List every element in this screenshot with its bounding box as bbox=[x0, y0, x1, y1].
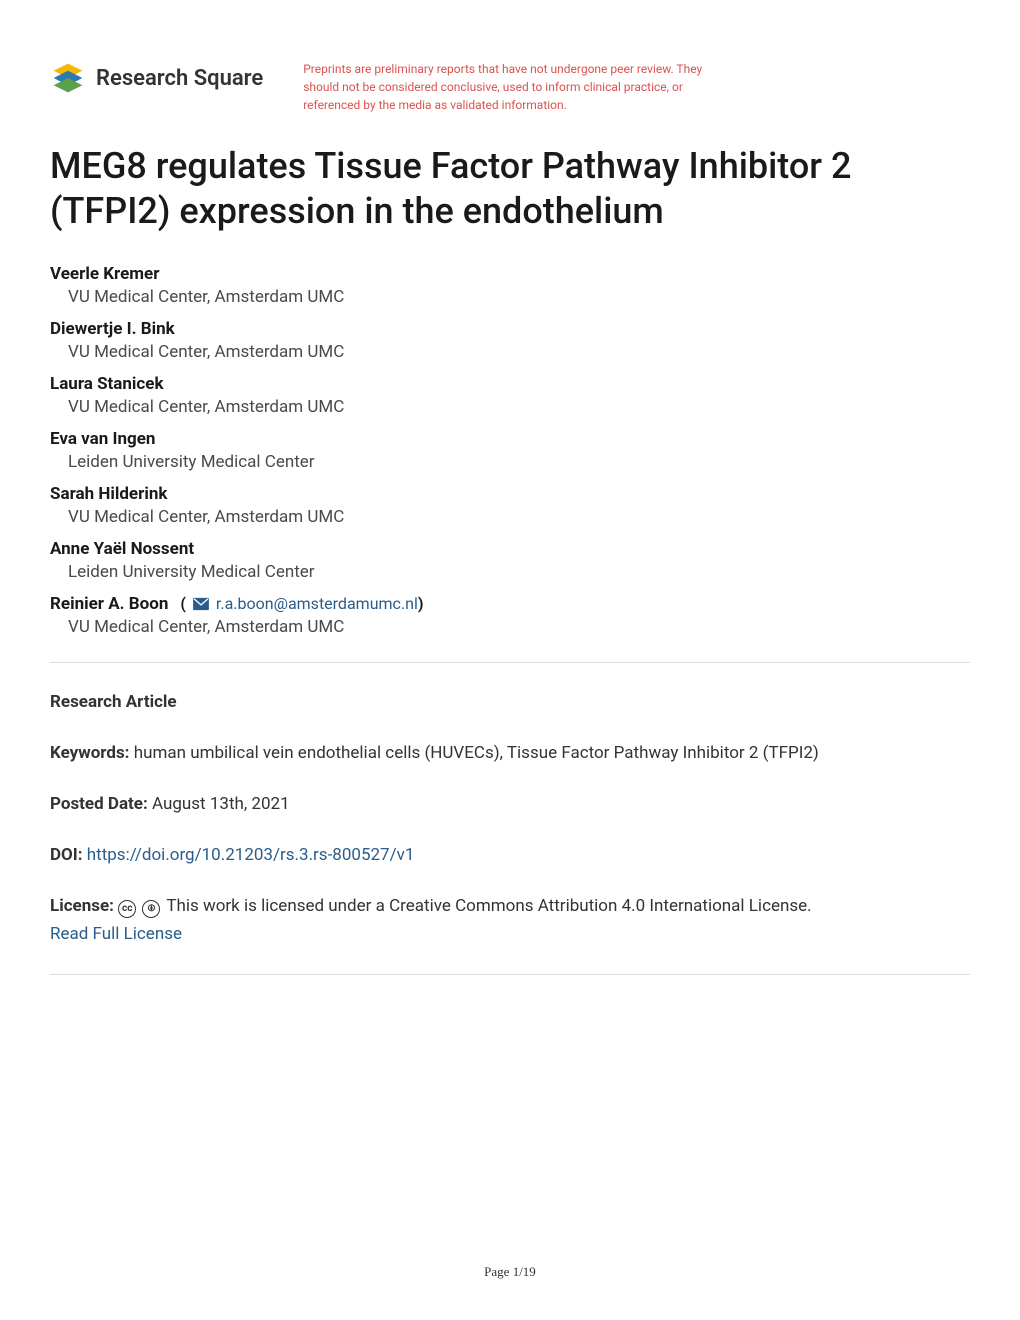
header: Research Square Preprints are preliminar… bbox=[50, 60, 970, 114]
research-square-logo-icon bbox=[50, 60, 86, 96]
email-icon bbox=[192, 597, 210, 611]
logo-text: Research Square bbox=[96, 66, 263, 91]
posted-date-label: Posted Date: bbox=[50, 794, 152, 814]
author-entry: Anne Yaël Nossent Leiden University Medi… bbox=[50, 539, 970, 582]
doi-row: DOI: https://doi.org/10.21203/rs.3.rs-80… bbox=[50, 841, 970, 870]
doi-link[interactable]: https://doi.org/10.21203/rs.3.rs-800527/… bbox=[87, 845, 415, 865]
paren-open: ( bbox=[172, 594, 186, 613]
author-entry: Laura Stanicek VU Medical Center, Amster… bbox=[50, 374, 970, 417]
preprint-disclaimer: Preprints are preliminary reports that h… bbox=[303, 60, 723, 114]
email-link[interactable]: r.a.boon@amsterdamumc.nl bbox=[216, 594, 418, 613]
author-affiliation: VU Medical Center, Amsterdam UMC bbox=[68, 507, 970, 527]
author-affiliation: VU Medical Center, Amsterdam UMC bbox=[68, 397, 970, 417]
cc-by-icon: 🅯 bbox=[142, 900, 160, 918]
author-entry: Diewertje I. Bink VU Medical Center, Ams… bbox=[50, 319, 970, 362]
author-entry: Eva van Ingen Leiden University Medical … bbox=[50, 429, 970, 472]
author-entry: Veerle Kremer VU Medical Center, Amsterd… bbox=[50, 264, 970, 307]
author-name: Reinier A. Boon bbox=[50, 594, 168, 614]
cc-icon: cc bbox=[118, 900, 136, 918]
author-entry: Sarah Hilderink VU Medical Center, Amste… bbox=[50, 484, 970, 527]
author-affiliation: Leiden University Medical Center bbox=[68, 452, 970, 472]
authors-list: Veerle Kremer VU Medical Center, Amsterd… bbox=[50, 264, 970, 637]
article-type-label: Research Article bbox=[50, 692, 177, 712]
keywords-value: human umbilical vein endothelial cells (… bbox=[134, 743, 819, 763]
keywords-label: Keywords: bbox=[50, 743, 134, 763]
divider bbox=[50, 974, 970, 975]
page-number: Page 1/19 bbox=[0, 1264, 1020, 1280]
author-name: Anne Yaël Nossent bbox=[50, 539, 194, 559]
license-row: License: cc 🅯 This work is licensed unde… bbox=[50, 892, 970, 950]
metadata-section: Research Article Keywords: human umbilic… bbox=[50, 688, 970, 949]
author-affiliation: VU Medical Center, Amsterdam UMC bbox=[68, 617, 970, 637]
corresponding-author-email: ( r.a.boon@amsterdamumc.nl ) bbox=[172, 594, 423, 613]
author-affiliation: VU Medical Center, Amsterdam UMC bbox=[68, 287, 970, 307]
read-full-license-link[interactable]: Read Full License bbox=[50, 924, 182, 944]
keywords-row: Keywords: human umbilical vein endotheli… bbox=[50, 739, 970, 768]
author-name: Laura Stanicek bbox=[50, 374, 164, 394]
posted-date-row: Posted Date: August 13th, 2021 bbox=[50, 790, 970, 819]
license-label: License: bbox=[50, 896, 118, 916]
author-name: Eva van Ingen bbox=[50, 429, 155, 449]
paren-close: ) bbox=[418, 594, 424, 613]
author-name: Diewertje I. Bink bbox=[50, 319, 175, 339]
author-name: Veerle Kremer bbox=[50, 264, 159, 284]
posted-date-value: August 13th, 2021 bbox=[152, 794, 290, 814]
divider bbox=[50, 662, 970, 663]
author-entry: Reinier A. Boon ( r.a.boon@amsterdamumc.… bbox=[50, 594, 970, 637]
author-name: Sarah Hilderink bbox=[50, 484, 167, 504]
license-text: This work is licensed under a Creative C… bbox=[166, 896, 811, 916]
logo-section: Research Square bbox=[50, 60, 263, 96]
author-affiliation: Leiden University Medical Center bbox=[68, 562, 970, 582]
article-title: MEG8 regulates Tissue Factor Pathway Inh… bbox=[50, 144, 970, 234]
article-type: Research Article bbox=[50, 688, 970, 717]
doi-label: DOI: bbox=[50, 845, 87, 865]
author-affiliation: VU Medical Center, Amsterdam UMC bbox=[68, 342, 970, 362]
